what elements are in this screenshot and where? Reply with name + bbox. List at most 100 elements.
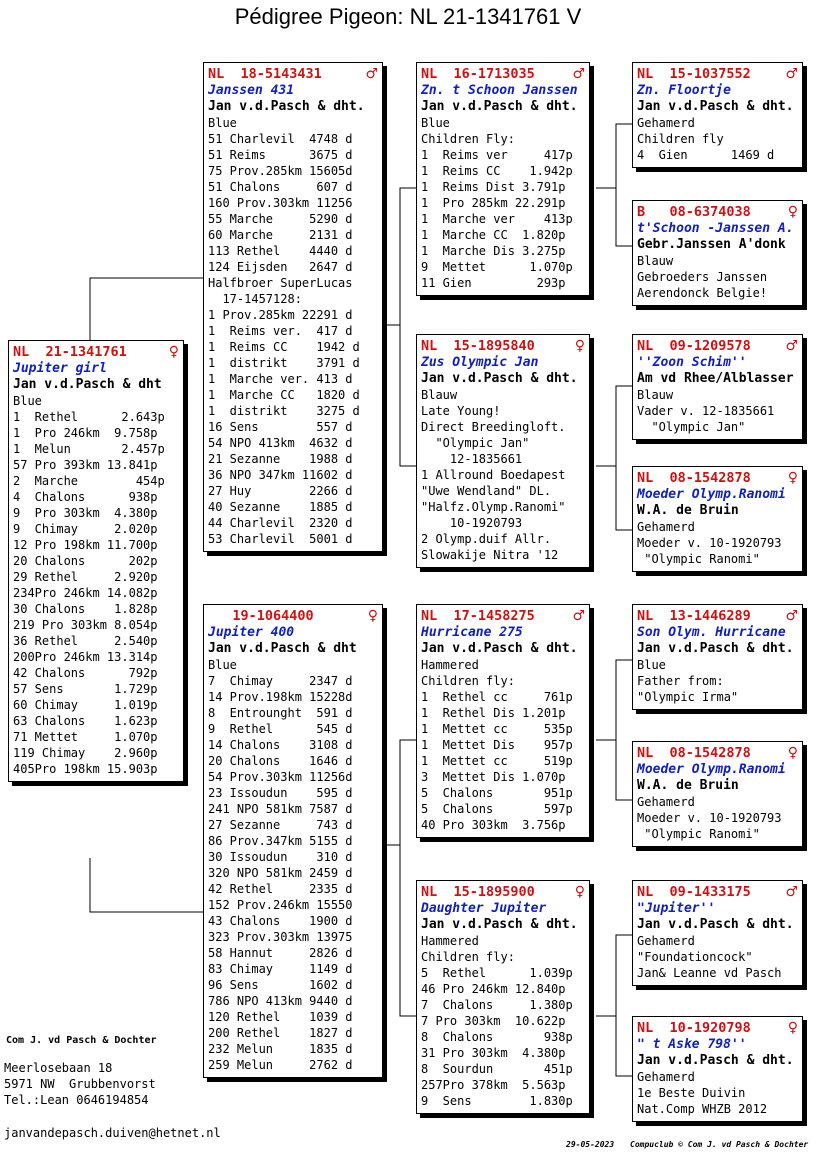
ring-number: NL 16-1713035 xyxy=(421,66,535,82)
result-line: 8 Chalons 938p xyxy=(421,1030,573,1044)
footer-email[interactable]: janvandepasch.duiven@hetnet.nl xyxy=(4,1126,221,1140)
owner-name: Jan v.d.Pasch & dht xyxy=(13,377,162,392)
result-line: 241 NPO 581km 7587 d xyxy=(208,802,353,816)
result-line: 60 Marche 2131 d xyxy=(208,228,353,242)
result-line: 42 Rethel 2335 d xyxy=(208,882,353,896)
result-line: 152 Prov.246km 15550 xyxy=(208,898,353,912)
result-line: 60 Chimay 1.019p xyxy=(13,698,158,712)
female-symbol-icon: ♀ xyxy=(168,344,179,360)
owner-name: Jan v.d.Pasch & dht. xyxy=(421,371,578,386)
pigeon-color: Blue xyxy=(208,658,237,672)
result-line: 4 Chalons 938p xyxy=(13,490,158,504)
pigeon-color: Gehamerd xyxy=(637,116,695,130)
result-line: 46 Pro 246km 12.840p xyxy=(421,982,566,996)
result-line: 120 Rethel 1039 d xyxy=(208,1010,353,1024)
result-line: 75 Prov.285km 15605d xyxy=(208,164,353,178)
result-line: 200 Rethel 1827 d xyxy=(208,1026,353,1040)
result-line: 54 NPO 413km 4632 d xyxy=(208,436,353,450)
ring-number: NL 08-1542878 xyxy=(637,745,751,761)
pigeon-name: Hurricane 275 xyxy=(421,625,523,640)
result-line: 5 Chalons 951p xyxy=(421,786,573,800)
result-line: 9 Mettet 1.070p xyxy=(421,260,573,274)
owner-name: Jan v.d.Pasch & dht. xyxy=(421,641,578,656)
result-line: 1 Marche ver 413p xyxy=(421,212,573,226)
owner-name: Jan v.d.Pasch & dht xyxy=(208,641,357,656)
pigeon-color: Blue xyxy=(421,116,450,130)
pigeon-name: Janssen 431 xyxy=(208,83,295,98)
result-line: 5 Rethel 1.039p xyxy=(421,966,573,980)
card-header: NL 15-1895900 ♀ xyxy=(421,883,585,901)
owner-name: Jan v.d.Pasch & dht. xyxy=(637,641,794,656)
pigeon-color: Gehamerd xyxy=(637,795,695,809)
result-line: 1 Reims CC 1942 d xyxy=(208,340,360,354)
female-symbol-icon: ♀ xyxy=(787,1020,798,1036)
pigeon-color: Gehamerd xyxy=(637,934,695,948)
footer-address-line1: Meerlosebaan 18 xyxy=(4,1061,113,1075)
owner-name: Jan v.d.Pasch & dht. xyxy=(421,917,578,932)
result-line: 51 Charlevil 4748 d xyxy=(208,132,353,146)
male-symbol-icon: ♂ xyxy=(572,608,585,624)
result-line: 160 Prov.303km 11256 xyxy=(208,196,353,210)
card-header: NL 09-1209578 ♂ xyxy=(637,337,798,355)
card-header: NL 17-1458275 ♂ xyxy=(421,607,585,625)
pigeon-color: Hammered xyxy=(421,934,479,948)
result-line: 234Pro 246km 14.082p xyxy=(13,586,158,600)
owner-name: Am vd Rhee/Alblasser xyxy=(637,371,794,386)
ring-number: NL 08-1542878 xyxy=(637,470,751,486)
ring-number: NL 15-1037552 xyxy=(637,66,751,82)
result-line: 20 Chalons 202p xyxy=(13,554,158,568)
result-line: 9 Pro 303km 4.380p xyxy=(13,506,158,520)
result-line: 4 Gien 1469 d xyxy=(637,148,775,162)
result-line: 29 Rethel 2.920p xyxy=(13,570,158,584)
result-line: 10-1920793 xyxy=(421,516,523,530)
pigeon-color: Hammered xyxy=(421,658,479,672)
result-line: 63 Chalons 1.623p xyxy=(13,714,158,728)
result-line: 2 Marche 454p xyxy=(13,474,165,488)
result-line: 9 Chimay 2.020p xyxy=(13,522,158,536)
owner-name: W.A. de Bruin xyxy=(637,778,739,793)
result-line: 51 Reims 3675 d xyxy=(208,148,353,162)
ring-number: NL 10-1920798 xyxy=(637,1020,751,1036)
result-line: 1 distrikt 3791 d xyxy=(208,356,360,370)
owner-name: Jan v.d.Pasch & dht. xyxy=(208,99,365,114)
result-line: Direct Breedingloft. xyxy=(421,420,566,434)
pigeon-card-fmm: NL 08-1542878 ♀ Moeder Olymp.Ranomi W.A. de… xyxy=(632,466,803,572)
female-symbol-icon: ♀ xyxy=(787,470,798,486)
result-line: "Foundationcock" xyxy=(637,950,753,964)
result-line: Aerendonck Belgie! xyxy=(637,286,768,300)
result-line: 405Pro 198km 15.903p xyxy=(13,762,158,776)
male-symbol-icon: ♂ xyxy=(785,608,798,624)
pigeon-card-fmf: NL 09-1209578 ♂ ''Zoon Schim'' Am vd Rhee/A… xyxy=(632,334,803,440)
result-line: 14 Prov.198km 15228d xyxy=(208,690,353,704)
result-line: 57 Pro 393km 13.841p xyxy=(13,458,158,472)
result-line: 40 Pro 303km 3.756p xyxy=(421,818,566,832)
result-line: 57 Sens 1.729p xyxy=(13,682,158,696)
result-line: 42 Chalons 792p xyxy=(13,666,158,680)
pigeon-name: "Jupiter'' xyxy=(637,901,716,916)
result-line: 53 Charlevil 5001 d xyxy=(208,532,353,546)
pigeon-color: Blauw xyxy=(637,388,674,402)
pigeon-card-mmf: NL 09-1433175 ♂ "Jupiter'' Jan v.d.Pasch & … xyxy=(632,880,803,986)
result-line: 27 Huy 2266 d xyxy=(208,484,353,498)
result-line: 200Pro 246km 13.314p xyxy=(13,650,158,664)
footer-company: Com J. vd Pasch & Dochter xyxy=(6,1035,157,1046)
female-symbol-icon: ♀ xyxy=(787,204,798,220)
result-line: 1 Reims ver. 417 d xyxy=(208,324,353,338)
result-line: "Olympic Jan" xyxy=(637,420,746,434)
card-header: NL 13-1446289 ♂ xyxy=(637,607,798,625)
result-line: 2 Olymp.duif Allr. xyxy=(421,532,552,546)
card-header: B 08-6374038 ♀ xyxy=(637,203,798,221)
pigeon-name: Son Olym. Hurricane xyxy=(637,625,786,640)
result-line: 36 Rethel 2.540p xyxy=(13,634,158,648)
result-line: Moeder v. 10-1920793 xyxy=(637,536,782,550)
pigeon-name: Jupiter girl xyxy=(13,361,107,376)
result-line: Nat.Comp WHZB 2012 xyxy=(637,1102,768,1116)
result-line: 86 Prov.347km 5155 d xyxy=(208,834,353,848)
result-line: 12-1835661 xyxy=(421,452,523,466)
result-line: "Olympic Irma" xyxy=(637,690,739,704)
footer-phone: Tel.:Lean 0646194854 xyxy=(4,1093,149,1107)
result-line: "Uwe Wendland" DL. xyxy=(421,484,552,498)
pigeon-color: Blauw xyxy=(637,254,674,268)
pigeon-card-mf: NL 17-1458275 ♂ Hurricane 275 Jan v.d.Pasch… xyxy=(416,604,590,838)
